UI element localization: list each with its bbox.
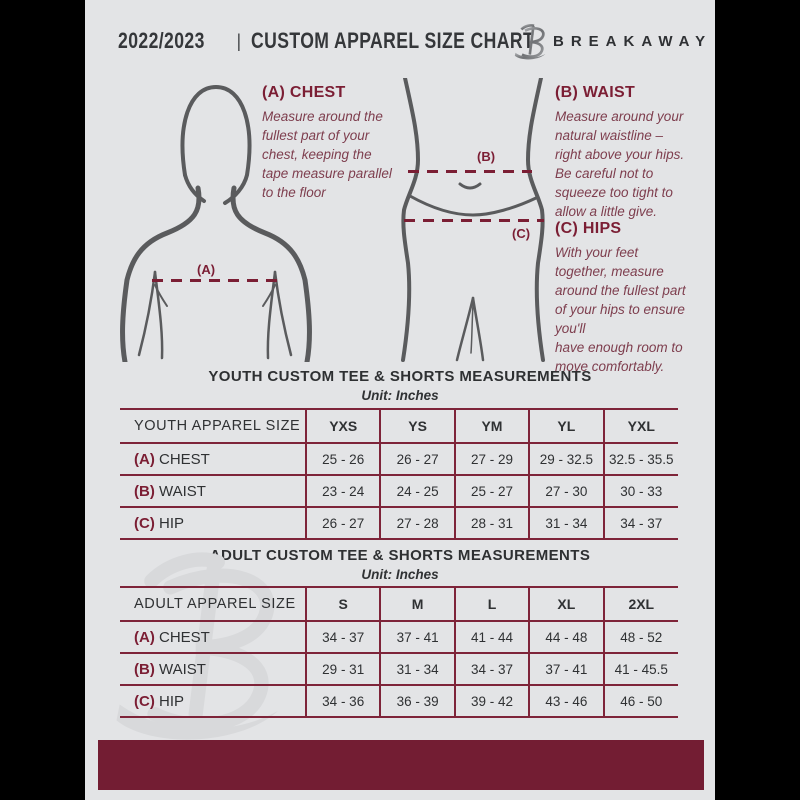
youth-size-table: YOUTH APPAREL SIZE YXS YS YM YL YXL (A) CHEST 2… [120,408,678,540]
measurement-value: 34 - 37 [620,515,663,531]
waist-instructions: (B) WAIST Measure around your natural wa… [555,84,710,221]
measurement-label: (B) WAIST [120,653,307,685]
measurement-value: 39 - 42 [454,685,531,717]
row-letter: (B) [134,482,155,500]
adult-table-unit: Unit: Inches [361,567,439,582]
season-label: 2022/2023 [118,28,205,53]
measurement-value: 37 - 41 [380,621,456,653]
row-letter: (A) [134,450,155,468]
measurement-value: 28 - 31 [454,507,531,539]
measurement-row: (A) CHEST 25 - 26 26 - 27 27 - 29 29 - 32.5 3… [120,443,678,475]
page-header-title: 2022/2023 | CUSTOM APPAREL SIZE CHART [118,28,605,54]
measurement-value: 30 - 33 [620,483,663,499]
footer-accent-bar [98,740,704,790]
measurement-row: (B) WAIST 23 - 24 24 - 25 25 - 27 27 - 30 30 … [120,475,678,507]
size-column-header: M [380,587,456,621]
measurement-value: 41 - 44 [454,621,531,653]
measurement-value: 34 - 37 [454,653,531,685]
measurement-row: (C) HIP 26 - 27 27 - 28 28 - 31 31 - 34 34 - … [120,507,678,539]
youth-table-unit: Unit: Inches [361,388,439,403]
adult-table-title: ADULT CUSTOM TEE & SHORTS MEASUREMENTS [209,547,591,564]
chest-instructions: (A) CHEST Measure around the fullest par… [262,84,412,202]
measurement-row: (A) CHEST 34 - 37 37 - 41 41 - 44 44 - 48 48 … [120,621,678,653]
hips-body-text: With your feet together, measure around … [555,245,686,374]
chest-heading: (A) CHEST [262,84,346,101]
measurement-label: (A) CHEST [120,621,307,653]
measurement-value: 27 - 29 [454,443,531,475]
measurement-value: 29 - 32.5 [529,443,605,475]
measurement-value: 29 - 31 [306,653,382,685]
brand-name: BREAKAWAY [553,33,713,50]
measurement-label: (A) CHEST [120,443,307,475]
youth-table-title: YOUTH CUSTOM TEE & SHORTS MEASUREMENTS [208,368,592,385]
size-column-header: 2XL [628,596,655,612]
measurement-value: 43 - 46 [529,685,605,717]
size-chart-page: 2022/2023 | CUSTOM APPAREL SIZE CHART BR… [85,0,715,800]
measurement-row: (B) WAIST 29 - 31 31 - 34 34 - 37 37 - 41 41 … [120,653,678,685]
header-divider: | [236,30,242,51]
measurement-label: (C) HIP [120,507,307,539]
chest-body-text: Measure around the fullest part of your … [262,109,392,200]
chest-line-label: (A) [197,262,216,277]
table-header-row: ADULT APPAREL SIZE S M L XL 2XL [120,587,678,621]
measurement-value: 23 - 24 [306,475,382,507]
measurement-value: 31 - 34 [529,507,605,539]
measurement-value: 25 - 27 [454,475,531,507]
size-column-header: S [306,587,382,621]
measurement-label: (C) HIP [120,685,307,717]
size-column-header: L [454,587,531,621]
lower-body-figure [401,78,545,362]
measurement-value: 37 - 41 [529,653,605,685]
row-letter: (A) [134,628,155,646]
size-column-header: XL [529,587,605,621]
hips-measure-line [404,219,544,222]
size-column-header: YXS [306,409,382,443]
row-letter: (C) [134,692,155,710]
size-column-header: YS [380,409,456,443]
breakaway-logo-icon [514,24,546,60]
row-letter: (C) [134,514,155,532]
measurement-value: 31 - 34 [380,653,456,685]
table-header-row: YOUTH APPAREL SIZE YXS YS YM YL YXL [120,409,678,443]
waist-line-label: (B) [477,149,496,164]
measurement-value: 27 - 28 [380,507,456,539]
hips-line-label: (C) [512,226,531,241]
measurement-value: 41 - 45.5 [614,661,668,677]
measurement-value: 34 - 37 [306,621,382,653]
page-title: CUSTOM APPAREL SIZE CHART [251,28,535,53]
measurement-value: 26 - 27 [306,507,382,539]
measurement-value: 24 - 25 [380,475,456,507]
waist-measure-line [408,170,532,173]
adult-size-table: ADULT APPAREL SIZE S M L XL 2XL (A) CHEST 34 - … [120,586,678,718]
measurement-value: 46 - 50 [620,693,663,709]
size-column-header: YXL [627,418,655,434]
measurement-value: 34 - 36 [306,685,382,717]
measurement-value: 25 - 26 [306,443,382,475]
measurement-value: 48 - 52 [620,629,663,645]
hips-heading: (C) HIPS [555,220,622,237]
row-letter: (B) [134,660,155,678]
apparel-size-header: YOUTH APPAREL SIZE [120,409,307,443]
measurement-value: 36 - 39 [380,685,456,717]
measurement-label: (B) WAIST [120,475,307,507]
waist-heading: (B) WAIST [555,84,636,101]
chest-measure-line [152,279,277,282]
apparel-size-header: ADULT APPAREL SIZE [120,587,307,621]
measurement-value: 27 - 30 [529,475,605,507]
size-column-header: YL [529,409,605,443]
measurement-value: 32.5 - 35.5 [609,451,674,467]
waist-body-text: Measure around your natural waistline – … [555,109,685,219]
measurement-value: 26 - 27 [380,443,456,475]
measurement-row: (C) HIP 34 - 36 36 - 39 39 - 42 43 - 46 46 - … [120,685,678,717]
measurement-value: 44 - 48 [529,621,605,653]
size-column-header: YM [454,409,531,443]
hips-instructions: (C) HIPS With your feet together, measur… [555,220,713,376]
